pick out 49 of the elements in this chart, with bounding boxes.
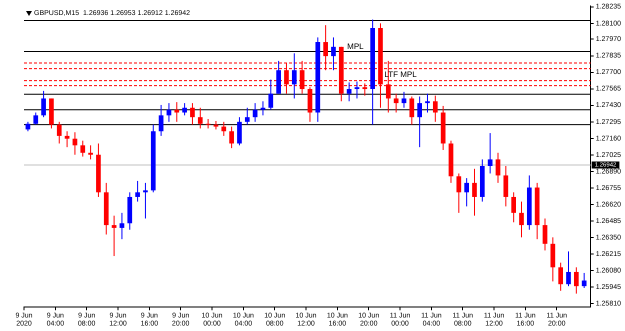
candlestick [41, 90, 46, 118]
candlestick [26, 121, 30, 132]
candlestick [143, 182, 148, 219]
candlestick [276, 60, 281, 94]
candlestick [566, 250, 571, 287]
candlestick [135, 180, 140, 202]
candlestick [432, 95, 438, 122]
candlestick [206, 118, 210, 129]
candlestick [244, 107, 250, 126]
candlestick [158, 104, 164, 136]
candlestick [511, 192, 516, 223]
candlestick [519, 201, 524, 238]
candlestick [80, 140, 86, 158]
candlestick [503, 166, 508, 207]
candlestick [221, 121, 226, 136]
candlestick [574, 266, 579, 294]
candlestick [456, 172, 462, 214]
candlestick [550, 236, 556, 282]
candlestick [190, 102, 195, 126]
candlestick [64, 130, 70, 148]
candlestick [174, 102, 180, 122]
candlestick [72, 132, 78, 156]
candlestick [331, 36, 336, 71]
candlestick [292, 52, 297, 99]
candlestick [417, 96, 422, 148]
candlestick [496, 152, 500, 184]
candlestick [33, 112, 38, 126]
candlestick [346, 82, 352, 102]
candlestick [542, 218, 548, 251]
candlestick [252, 102, 258, 122]
candlestick [472, 168, 477, 216]
candlestick [394, 93, 398, 114]
annotation: MPL [347, 42, 364, 52]
candlestick [237, 116, 242, 146]
candlestick [409, 96, 414, 126]
candlestick [488, 132, 493, 174]
candlestick [558, 262, 564, 292]
candlestick [112, 215, 116, 257]
candlestick [582, 272, 587, 288]
candlestick [354, 81, 360, 99]
candlestick [182, 102, 187, 116]
candlestick [56, 121, 62, 144]
candlestick [464, 178, 469, 207]
candlestick [402, 91, 406, 108]
candlestick [120, 212, 124, 240]
candlestick [166, 102, 172, 122]
candlestick [268, 79, 274, 110]
candlestick [229, 126, 234, 149]
candlestick [198, 107, 203, 129]
